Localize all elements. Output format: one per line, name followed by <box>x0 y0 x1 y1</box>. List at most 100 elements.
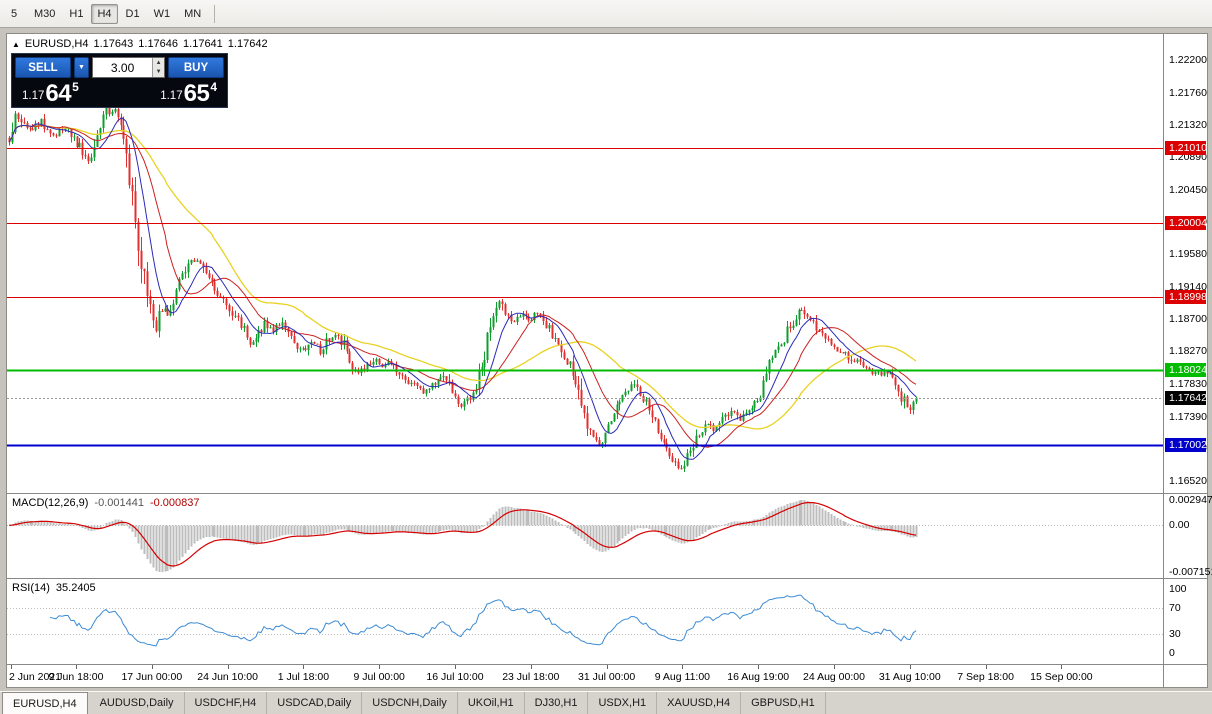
price-axis-tick: 1.18700 <box>1169 313 1207 326</box>
tab-dj30-h1[interactable]: DJ30,H1 <box>525 692 589 714</box>
current-price-badge: 1.17642 <box>1165 390 1207 405</box>
main-chart-canvas[interactable] <box>7 34 1163 498</box>
sell-price-big: 64 <box>45 80 72 107</box>
volume-dropdown-button[interactable]: ▼ <box>74 57 89 78</box>
rsi-axis-label: 70 <box>1169 602 1181 615</box>
price-axis-tick: 1.16520 <box>1169 475 1207 488</box>
macd-value-signal: -0.000837 <box>149 497 200 509</box>
time-axis-tick <box>227 665 229 669</box>
time-axis-tick <box>834 665 835 669</box>
time-axis-label: 16 Aug 19:00 <box>727 671 790 683</box>
tab-eurusd-h4[interactable]: EURUSD,H4 <box>2 692 88 714</box>
timeframe-button-5[interactable]: 5 <box>2 4 26 24</box>
price-axis-tick: 1.19580 <box>1169 248 1207 261</box>
macd-canvas <box>7 494 1163 583</box>
time-axis-tick <box>379 665 381 669</box>
time-axis-label: 15 Sep 00:00 <box>1030 671 1093 683</box>
time-axis-tick <box>11 665 12 669</box>
timeframe-button-mn[interactable]: MN <box>178 4 207 24</box>
price-axis-tick: 1.17390 <box>1169 410 1207 423</box>
volume-spinner: ▲ ▼ <box>152 58 164 77</box>
price-level-badge: 1.17002 <box>1165 438 1207 453</box>
time-axis-tick <box>76 665 77 669</box>
buy-price-big: 65 <box>183 80 210 107</box>
time-axis-tick <box>1061 665 1063 669</box>
time-axis-tick <box>682 665 684 669</box>
tab-xauusd-h4[interactable]: XAUUSD,H4 <box>657 692 742 714</box>
time-axis-label: 31 Aug 10:00 <box>878 671 941 683</box>
macd-axis-label: 0.002947 <box>1169 494 1212 506</box>
volume-spin-down-icon[interactable]: ▼ <box>153 67 164 77</box>
macd-label: MACD(12,26,9) -0.001441 -0.000837 <box>12 497 200 509</box>
rsi-value: 35.2405 <box>55 582 96 594</box>
rsi-axis-label: 0 <box>1169 647 1175 659</box>
price-level-badge: 1.18998 <box>1165 290 1207 305</box>
tab-usdx-h1[interactable]: USDX,H1 <box>588 692 658 714</box>
tab-usdchf-h4[interactable]: USDCHF,H4 <box>185 692 268 714</box>
price-axis-tick: 1.17830 <box>1169 377 1207 390</box>
sell-price-pip: 5 <box>72 80 79 94</box>
panel-separator <box>7 578 1207 579</box>
timeframe-button-m30[interactable]: M30 <box>28 4 61 24</box>
ohlc-low: 1.17641 <box>183 38 223 50</box>
rsi-name: RSI(14) <box>12 582 50 594</box>
timeframe-button-d1[interactable]: D1 <box>120 4 146 24</box>
timeframe-button-h4[interactable]: H4 <box>91 3 118 24</box>
time-axis-label: 2 Jun 2021 <box>9 671 61 683</box>
time-axis-tick <box>455 665 456 669</box>
timeframe-button-h1[interactable]: H1 <box>63 4 89 24</box>
price-level-badge: 1.21010 <box>1165 141 1207 156</box>
ohlc-high: 1.17646 <box>138 38 179 50</box>
price-axis-tick: 1.21320 <box>1169 119 1207 132</box>
price-axis-separator <box>1163 34 1164 687</box>
chart-symbol-period: EURUSD,H4 <box>24 38 89 50</box>
macd-axis-label: -0.007151 <box>1169 566 1212 578</box>
time-axis-tick <box>151 665 153 669</box>
sell-price: 1.17 64 5 <box>22 80 79 107</box>
price-axis-tick: 1.20450 <box>1169 183 1207 196</box>
time-axis-label: 16 Jul 10:00 <box>426 671 484 683</box>
time-axis-tick <box>758 665 760 669</box>
time-axis-label: 23 Jul 18:00 <box>502 671 560 683</box>
price-level-badge: 1.20004 <box>1165 215 1207 230</box>
macd-axis-label: 0.00 <box>1169 519 1190 532</box>
chart-window-eurusd-h4: 1.222001.217601.213201.208901.204501.200… <box>6 33 1212 688</box>
tab-gbpusd-h1[interactable]: GBPUSD,H1 <box>741 692 826 714</box>
buy-price-pip: 4 <box>210 80 217 94</box>
tab-usdcad-daily[interactable]: USDCAD,Daily <box>267 692 363 714</box>
time-axis-tick <box>530 665 532 669</box>
tab-audusd-daily[interactable]: AUDUSD,Daily <box>90 692 185 714</box>
ohlc-open: 1.17643 <box>93 38 134 50</box>
volume-input[interactable] <box>93 58 153 77</box>
tab-usdcnh-daily[interactable]: USDCNH,Daily <box>362 692 458 714</box>
time-axis-label: 24 Aug 00:00 <box>803 671 865 683</box>
tab-ukoil-h1[interactable]: UKOil,H1 <box>458 692 525 714</box>
time-axis-tick <box>985 665 987 669</box>
rsi-canvas <box>7 579 1163 669</box>
sell-price-prefix: 1.17 <box>22 90 45 102</box>
time-axis-label: 9 Aug 11:00 <box>654 671 711 683</box>
price-level-badge: 1.18024 <box>1165 362 1207 377</box>
time-axis-label: 1 Jul 18:00 <box>277 671 330 683</box>
volume-spin-up-icon[interactable]: ▲ <box>153 58 164 68</box>
chart-title: ▲ EURUSD,H4 1.17643 1.17646 1.17641 1.17… <box>12 38 268 50</box>
macd-value-main: -0.001441 <box>94 497 144 509</box>
time-axis: 2 Jun 2021 9 Jun 18:00 17 Jun 00:00 24 Jun … <box>7 665 1163 687</box>
panel-separator <box>7 493 1207 494</box>
buy-button[interactable]: BUY <box>168 57 224 78</box>
timeframe-button-w1[interactable]: W1 <box>148 4 177 24</box>
time-axis-tick <box>303 665 305 669</box>
macd-name: MACD(12,26,9) <box>12 497 89 509</box>
one-click-panel-collapse-icon[interactable]: ▲ <box>12 39 20 49</box>
buy-price: 1.17 65 4 <box>160 80 217 107</box>
time-axis-label: 9 Jul 00:00 <box>353 671 405 683</box>
time-axis-label: 24 Jun 10:00 <box>197 671 258 683</box>
sell-button[interactable]: SELL <box>15 57 71 78</box>
time-axis-tick <box>909 665 911 669</box>
price-axis-tick: 1.19140 <box>1169 280 1207 293</box>
ohlc-close: 1.17642 <box>227 38 268 50</box>
time-axis-label: 9 Jun 18:00 <box>48 671 104 683</box>
time-axis-label: 31 Jul 00:00 <box>577 671 636 683</box>
chart-tabs: EURUSD,H4 AUDUSD,Daily USDCHF,H4 USDCAD,Dai… <box>0 691 1212 714</box>
